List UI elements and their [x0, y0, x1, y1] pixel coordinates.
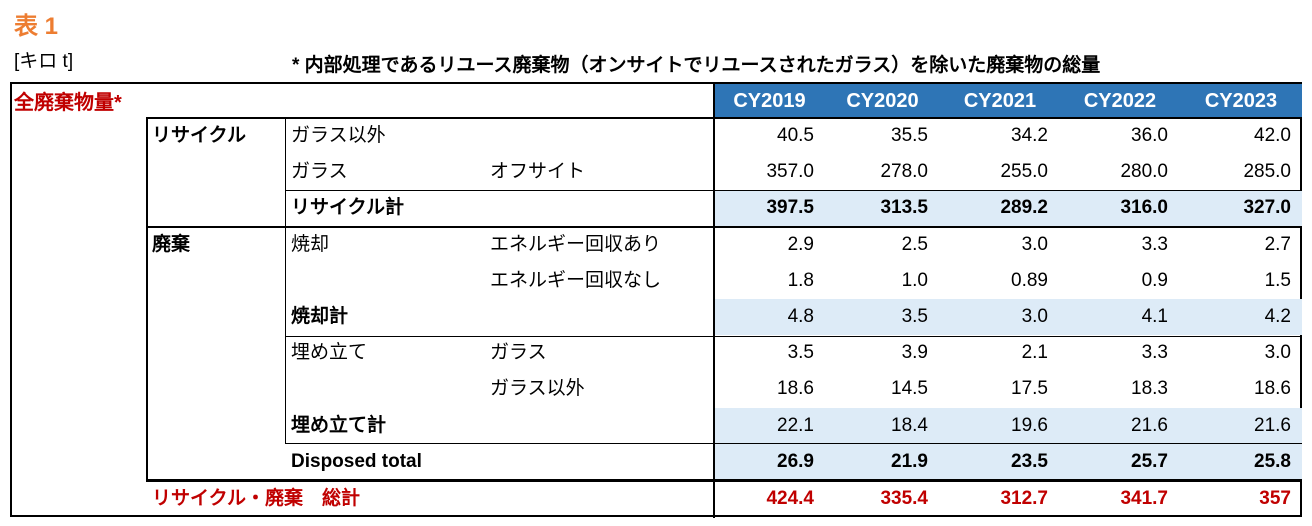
grand-total-value: 312.7	[1000, 488, 1048, 509]
detail-label: オフサイト	[490, 161, 586, 183]
value-cell: 285.0	[1243, 161, 1291, 183]
detail-label: ガラス	[490, 342, 547, 364]
corner-label: 全廃棄物量*	[14, 92, 122, 114]
value-cell: 4.1	[1141, 306, 1168, 327]
year-header: CY2023	[1204, 90, 1278, 112]
value-cell: 26.9	[777, 450, 814, 472]
detail-label: エネルギー回収なし	[490, 269, 662, 291]
value-cell: 0.9	[1141, 269, 1168, 291]
value-cell: 2.9	[787, 233, 814, 255]
subcategory-label: ガラス	[291, 161, 348, 183]
value-cell: 313.5	[880, 197, 928, 219]
year-header-bar	[714, 84, 1302, 118]
value-cell: 25.7	[1131, 450, 1168, 472]
value-cell: 40.5	[777, 125, 814, 146]
value-cell: 357.0	[766, 161, 814, 183]
year-header: CY2022	[1083, 90, 1157, 112]
value-cell: 4.2	[1264, 306, 1291, 327]
rule-line	[146, 479, 1302, 482]
value-cell: 18.6	[777, 378, 814, 400]
table-title: 表 1	[14, 13, 59, 40]
value-cell: 1.0	[901, 269, 928, 291]
subcategory-label: 焼却	[291, 233, 330, 255]
year-header: CY2020	[846, 90, 919, 112]
rule-line	[146, 226, 1302, 228]
total-row-fill	[714, 299, 1302, 336]
subcategory-label: 焼却計	[291, 306, 349, 327]
subcategory-label: 埋め立て	[291, 342, 368, 364]
value-cell: 14.5	[891, 378, 928, 400]
rule-line	[285, 443, 1302, 444]
value-cell: 36.0	[1131, 125, 1168, 146]
value-cell: 0.89	[1011, 269, 1048, 291]
total-row-fill	[714, 407, 1302, 444]
year-header: CY2019	[733, 90, 806, 112]
subcategory-label: ガラス以外	[291, 125, 386, 146]
value-cell: 21.6	[1254, 414, 1291, 436]
value-cell: 35.5	[891, 125, 928, 146]
value-cell: 25.8	[1254, 450, 1291, 472]
value-cell: 2.1	[1021, 342, 1048, 364]
rule-line	[285, 118, 286, 444]
value-cell: 3.5	[901, 306, 928, 327]
value-cell: 22.1	[777, 414, 814, 436]
detail-label: ガラス以外	[490, 378, 585, 400]
value-cell: 17.5	[1011, 378, 1048, 400]
value-cell: 2.7	[1264, 233, 1291, 255]
value-cell: 1.5	[1264, 269, 1291, 291]
value-cell: 2.5	[901, 233, 928, 255]
category-label: リサイクル	[152, 125, 247, 146]
value-cell: 4.8	[787, 306, 814, 327]
value-cell: 278.0	[880, 161, 928, 183]
rule-line	[146, 117, 148, 481]
category-label: 廃棄	[152, 233, 191, 255]
unit-label: [キロ t]	[14, 51, 74, 72]
value-cell: 316.0	[1120, 197, 1168, 219]
subcategory-label: Disposed total	[291, 450, 422, 472]
value-cell: 42.0	[1254, 125, 1291, 146]
value-cell: 21.9	[891, 450, 928, 472]
rule-line	[285, 336, 1302, 337]
total-row-fill	[714, 443, 1302, 480]
detail-label: エネルギー回収あり	[490, 233, 662, 255]
value-cell: 19.6	[1011, 414, 1048, 436]
value-cell: 397.5	[766, 197, 814, 219]
value-cell: 21.6	[1131, 414, 1168, 436]
value-cell: 3.9	[901, 342, 928, 364]
value-cell: 1.8	[787, 269, 814, 291]
value-cell: 280.0	[1120, 161, 1168, 183]
grand-total-value: 335.4	[880, 488, 928, 509]
value-cell: 34.2	[1011, 125, 1048, 146]
total-row-fill	[714, 190, 1302, 227]
value-cell: 3.3	[1141, 233, 1168, 255]
grand-total-value: 357	[1259, 488, 1291, 509]
value-cell: 3.3	[1141, 342, 1168, 364]
value-cell: 18.6	[1254, 378, 1291, 400]
value-cell: 18.4	[891, 414, 928, 436]
value-cell: 3.0	[1021, 306, 1048, 327]
value-cell: 18.3	[1131, 378, 1168, 400]
value-cell: 289.2	[1000, 197, 1048, 219]
footnote: * 内部処理であるリユース廃棄物（オンサイトでリユースされたガラス）を除いた廃棄…	[292, 55, 1101, 76]
rule-line	[146, 117, 1302, 119]
grand-total-label: リサイクル・廃棄 総計	[152, 488, 361, 509]
subcategory-label: リサイクル計	[291, 197, 405, 219]
rule-line	[285, 190, 1302, 191]
value-cell: 3.0	[1021, 233, 1048, 255]
value-cell: 3.5	[787, 342, 814, 364]
grand-total-value: 424.4	[766, 488, 814, 509]
value-cell: 255.0	[1000, 161, 1048, 183]
value-cell: 327.0	[1243, 197, 1291, 219]
grand-total-value: 341.7	[1120, 488, 1168, 509]
value-cell: 3.0	[1264, 342, 1291, 364]
year-header: CY2021	[963, 90, 1037, 112]
value-cell: 23.5	[1011, 450, 1048, 472]
subcategory-label: 埋め立て計	[291, 414, 387, 436]
column-divider	[713, 82, 715, 518]
